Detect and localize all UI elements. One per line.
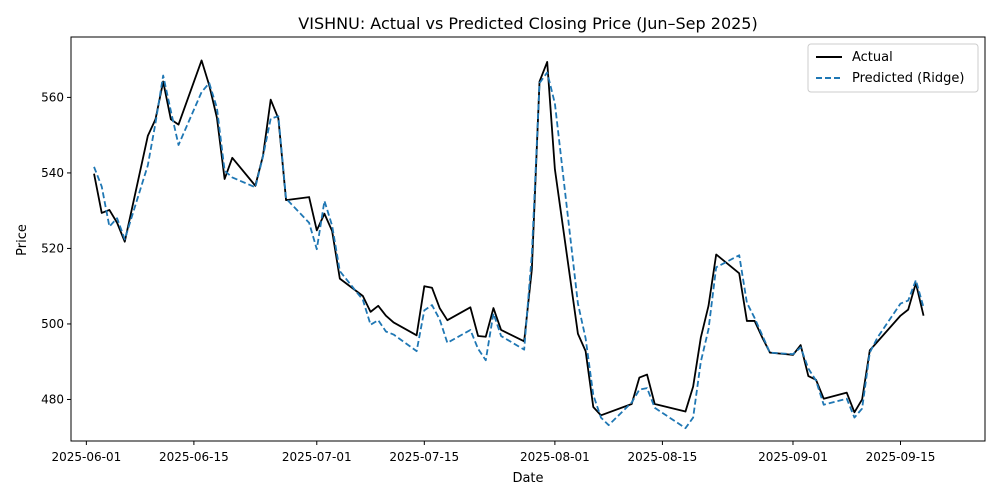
y-tick-label: 520 — [41, 241, 64, 255]
x-tick-label: 2025-07-15 — [389, 450, 459, 464]
x-axis: 2025-06-01 2025-06-15 2025-07-01 2025-07-15… — [51, 441, 935, 464]
series-line-predicted-ridge — [93, 71, 925, 430]
legend-label-actual: Actual — [852, 50, 893, 65]
y-tick-label: 540 — [41, 166, 64, 180]
series-layer — [93, 59, 925, 430]
plot-frame — [70, 36, 986, 442]
y-tick-label: 560 — [41, 90, 64, 104]
y-tick-label: 500 — [41, 317, 64, 331]
x-tick-label: 2025-09-15 — [866, 450, 936, 464]
chart-title: VISHNU: Actual vs Predicted Closing Pric… — [298, 14, 757, 33]
y-tick-label: 480 — [41, 392, 64, 406]
x-tick-label: 2025-07-01 — [282, 450, 352, 464]
legend: Actual Predicted (Ridge) — [807, 43, 979, 93]
y-axis: 480 500 520 540 560 — [41, 90, 71, 406]
y-axis-label: Price — [15, 224, 30, 256]
x-tick-label: 2025-06-01 — [51, 450, 121, 464]
x-axis-label: Date — [512, 471, 543, 486]
x-tick-label: 2025-08-01 — [520, 450, 590, 464]
x-tick-label: 2025-08-15 — [628, 450, 698, 464]
legend-label-predicted: Predicted (Ridge) — [852, 71, 964, 86]
legend-box — [807, 43, 979, 93]
x-tick-label: 2025-09-01 — [758, 450, 828, 464]
x-tick-label: 2025-06-15 — [159, 450, 229, 464]
